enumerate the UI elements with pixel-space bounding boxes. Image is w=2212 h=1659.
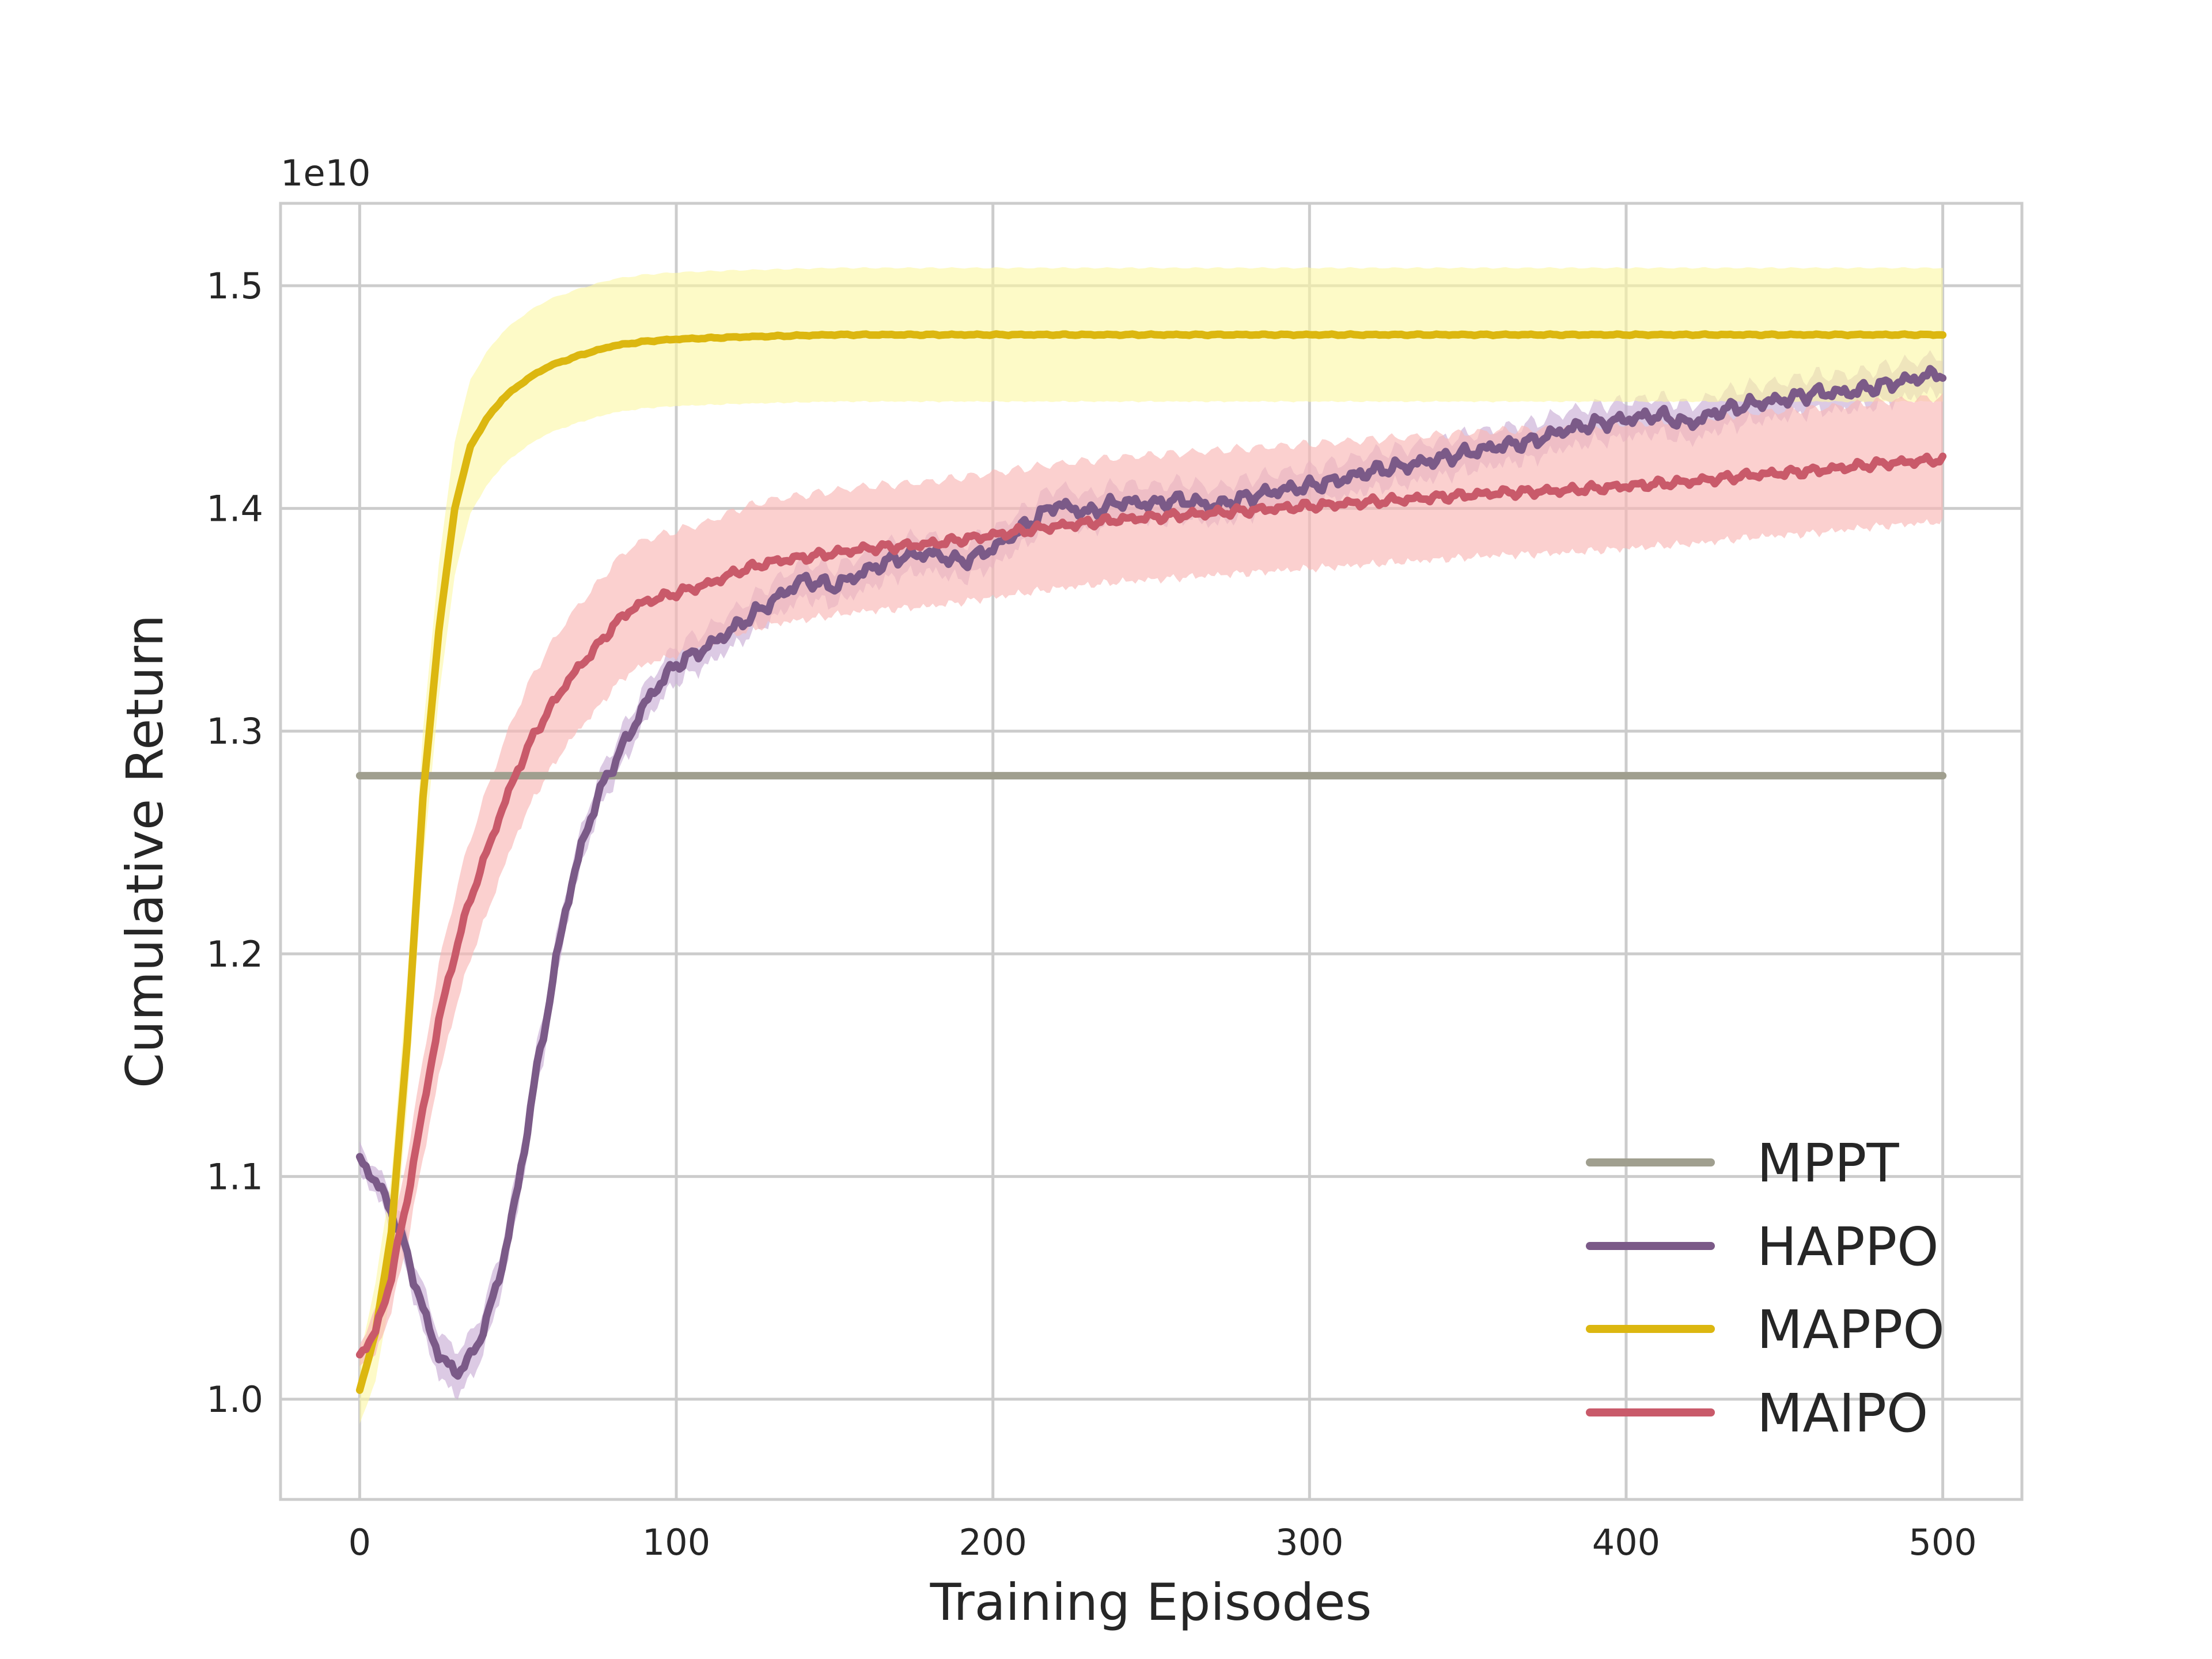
y-tick-label: 1.0	[206, 1378, 263, 1421]
y-tick-labels: 1.0 1.1 1.2 1.3 1.4 1.5	[206, 265, 263, 1421]
x-axis-label: Training Episodes	[930, 1573, 1372, 1632]
x-tick-labels: 0 100 200 300 400 500	[349, 1521, 1977, 1563]
y-tick-label: 1.3	[206, 710, 263, 752]
line-happo	[355, 365, 1947, 1380]
y-axis-label: Cumulative Return	[115, 615, 175, 1088]
y-tick-label: 1.4	[206, 488, 263, 530]
band-maipo	[359, 393, 1943, 1366]
legend-label-happo: HAPPO	[1757, 1216, 1939, 1278]
x-tick-label: 200	[959, 1521, 1027, 1563]
x-tick-label: 500	[1908, 1521, 1976, 1563]
y-offset-label: 1e10	[281, 152, 370, 194]
line-maipo	[355, 452, 1947, 1359]
y-tick-label: 1.1	[206, 1156, 263, 1198]
line-mappo	[355, 330, 1947, 1394]
x-tick-label: 0	[349, 1521, 371, 1563]
x-tick-label: 300	[1275, 1521, 1343, 1563]
plot-frame	[279, 202, 2024, 1501]
x-tick-label: 400	[1592, 1521, 1660, 1563]
legend-label-mppt: MPPT	[1757, 1132, 1899, 1194]
legend-label-maipo: MAIPO	[1757, 1382, 1928, 1444]
series-lines	[355, 330, 1947, 1394]
x-tick-label: 100	[642, 1521, 710, 1563]
y-tick-label: 1.5	[206, 265, 263, 307]
y-tick-label: 1.2	[206, 933, 263, 975]
legend: MPPT HAPPO MAPPO MAIPO	[1586, 1132, 1945, 1444]
legend-label-mappo: MAPPO	[1757, 1299, 1945, 1361]
